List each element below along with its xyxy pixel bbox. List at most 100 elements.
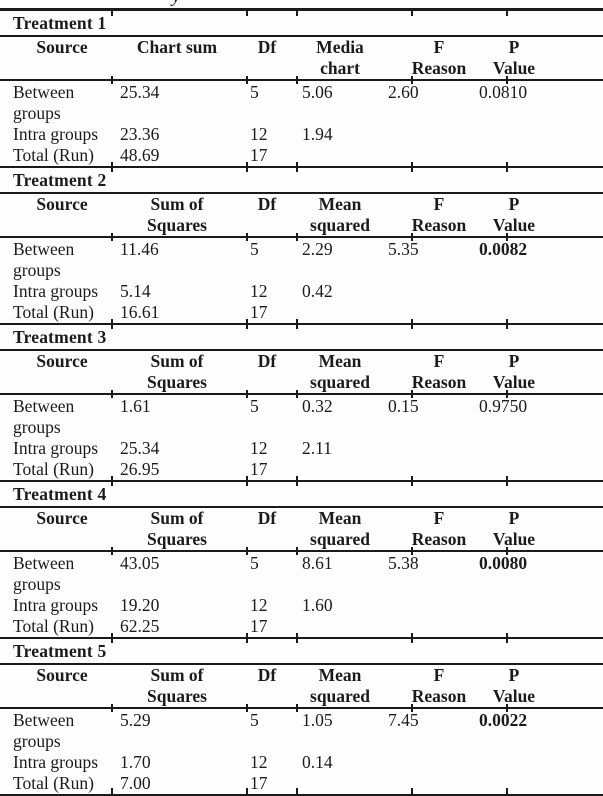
- col-header-source: Source: [36, 37, 87, 58]
- treatment-5-table: Treatment 5 Source Sum of Squares Df Mean…: [0, 639, 603, 796]
- column-tick: [111, 788, 113, 796]
- cell-f-ratio: 7.45: [388, 710, 419, 730]
- cell-sum-squares: 26.95: [120, 459, 160, 479]
- header-line: Squares: [147, 215, 207, 235]
- header-line: squared: [310, 215, 370, 235]
- row-label-wrap: groups: [13, 260, 61, 280]
- header-line: Chart sum: [136, 37, 218, 57]
- cell-mean-square: 2.11: [302, 438, 332, 458]
- row-label-wrap: groups: [13, 574, 61, 594]
- title-divider: [0, 506, 603, 508]
- treatment-title: Treatment 1: [13, 13, 107, 33]
- column-tick: [411, 10, 413, 16]
- col-header-sum-of-squares: Sum of Squares: [147, 508, 207, 550]
- header-line: squared: [310, 529, 370, 549]
- col-header-p-value: P Value: [493, 194, 535, 236]
- section-divider: [0, 162, 603, 172]
- col-header-source: Source: [36, 194, 87, 215]
- row-label: Between: [13, 710, 75, 730]
- row-label: Intra groups: [13, 438, 99, 458]
- cell-df: 17: [250, 459, 268, 479]
- col-header-source: Source: [36, 665, 87, 686]
- col-header-f-ratio: F Reason: [412, 37, 466, 79]
- col-header-mean-square: Mean squared: [310, 194, 370, 236]
- header-line: Source: [36, 194, 88, 214]
- cell-df: 17: [250, 773, 268, 793]
- table-header-row: Source Sum of Squares Df Mean squared F Rea…: [0, 508, 603, 550]
- treatment-title: Treatment 2: [13, 170, 107, 190]
- header-line: Mean: [318, 665, 362, 685]
- cell-p-value: 0.9750: [479, 396, 528, 416]
- cell-mean-square: 8.61: [302, 553, 333, 573]
- column-tick: [411, 390, 413, 398]
- table-row: Intra groups 23.36 12 1.94: [0, 124, 603, 145]
- header-line: P: [508, 194, 520, 214]
- header-line: Reason: [411, 58, 467, 78]
- cell-sum-squares: 1.70: [120, 752, 151, 772]
- header-line: Source: [36, 508, 88, 528]
- row-label: Intra groups: [13, 752, 99, 772]
- table-row: Between 25.34 5 5.06 2.60 0.0810: [0, 82, 603, 103]
- cell-df: 17: [250, 616, 268, 636]
- header-line: Value: [492, 686, 536, 706]
- bottom-divider: [0, 788, 603, 796]
- cell-sum-squares: 5.14: [120, 281, 151, 301]
- column-tick: [506, 10, 508, 16]
- table-body: Between 43.05 5 8.61 5.38 0.0080 groups …: [0, 552, 603, 637]
- row-label: Intra groups: [13, 124, 99, 144]
- row-label: Total (Run): [13, 616, 94, 636]
- cell-mean-square: 0.32: [302, 396, 333, 416]
- cell-sum-squares: 25.34: [120, 82, 160, 102]
- table-row: Between 11.46 5 2.29 5.35 0.0082: [0, 239, 603, 260]
- header-line: Df: [257, 194, 277, 214]
- header-line: Source: [36, 351, 88, 371]
- header-line: F: [433, 508, 445, 528]
- column-tick: [506, 704, 508, 712]
- header-line: Source: [36, 665, 88, 685]
- header-line: Sum of: [150, 665, 204, 685]
- row-label: Total (Run): [13, 302, 94, 322]
- column-tick: [111, 390, 113, 398]
- column-tick: [111, 476, 113, 486]
- column-tick: [246, 162, 248, 172]
- clipped-text-fragment: y: [172, 0, 180, 8]
- cell-df: 17: [250, 145, 268, 165]
- treatment-title: Treatment 4: [13, 484, 107, 504]
- table-body: Between 5.29 5 1.05 7.45 0.0022 groups I…: [0, 709, 603, 794]
- cell-mean-square: 1.60: [302, 595, 333, 615]
- cell-df: 12: [250, 281, 268, 301]
- treatment-title: Treatment 5: [13, 641, 107, 661]
- cell-mean-square: 1.05: [302, 710, 333, 730]
- column-tick: [411, 547, 413, 555]
- header-line: Mean: [318, 351, 362, 371]
- column-tick: [506, 233, 508, 241]
- column-tick: [506, 633, 508, 643]
- table-row: Total (Run) 62.25 17: [0, 616, 603, 637]
- row-label-wrap: groups: [13, 417, 61, 437]
- cell-df: 17: [250, 302, 268, 322]
- header-line: Df: [257, 351, 277, 371]
- cell-mean-square: 0.42: [302, 281, 333, 301]
- cell-df: 5: [250, 710, 259, 730]
- column-tick: [246, 390, 248, 398]
- table-row: Total (Run) 48.69 17: [0, 145, 603, 166]
- header-line: Value: [492, 372, 536, 392]
- col-header-p-value: P Value: [493, 351, 535, 393]
- column-tick: [246, 10, 248, 16]
- col-header-sum-of-squares: Sum of Squares: [147, 194, 207, 236]
- table-header-row: Source Chart sum Df Media chart F Reason P…: [0, 37, 603, 79]
- column-tick: [296, 633, 298, 643]
- column-tick: [296, 233, 298, 241]
- header-line: Value: [492, 58, 536, 78]
- header-line: Media: [316, 37, 364, 57]
- col-header-sum-of-squares: Chart sum: [137, 37, 217, 58]
- col-header-df: Df: [258, 665, 276, 686]
- table-row: Total (Run) 7.00 17: [0, 773, 603, 794]
- header-divider: [0, 76, 603, 84]
- cell-mean-square: 5.06: [302, 82, 333, 102]
- column-tick: [411, 76, 413, 84]
- cell-df: 12: [250, 124, 268, 144]
- header-divider: [0, 704, 603, 712]
- cell-mean-square: 2.29: [302, 239, 333, 259]
- header-line: Df: [257, 665, 277, 685]
